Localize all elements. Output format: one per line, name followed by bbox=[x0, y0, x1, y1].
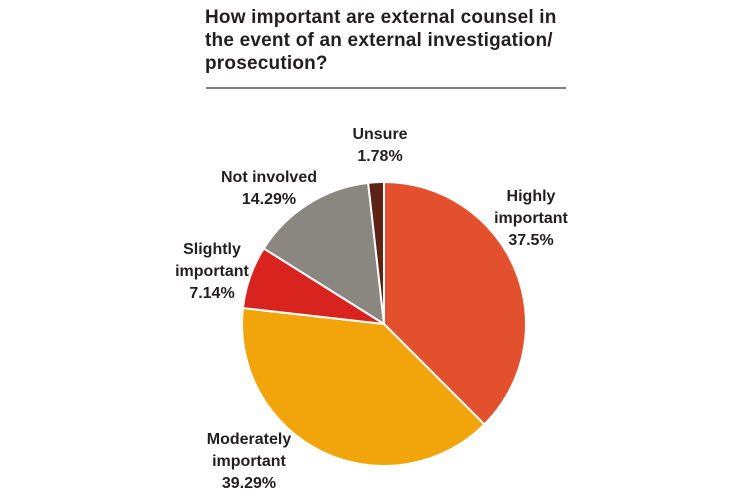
slice-label-slightly-important-name-1: Slightly bbox=[183, 241, 241, 258]
slice-label-moderately-important: Moderately important 39.29% bbox=[207, 429, 291, 495]
slice-label-slightly-important: Slightly important 7.14% bbox=[175, 239, 249, 305]
chart-title: How important are external counsel in th… bbox=[205, 6, 585, 75]
chart-title-line-1: How important are external counsel in bbox=[205, 7, 557, 28]
chart-title-line-2: the event of an external investigation/ bbox=[205, 30, 553, 51]
slice-label-moderately-important-name-2: important bbox=[212, 453, 286, 470]
slice-label-moderately-important-value: 39.29% bbox=[221, 475, 277, 492]
slice-label-moderately-important-name-1: Moderately bbox=[206, 431, 292, 448]
slice-label-not-involved-value: 14.29% bbox=[241, 191, 297, 208]
pie-slice-moderately-important bbox=[241, 307, 486, 467]
slice-label-highly-important: Highly important 37.5% bbox=[494, 186, 568, 252]
pie-slice-not-involved bbox=[262, 181, 385, 325]
slice-label-unsure-value: 1.78% bbox=[357, 148, 403, 165]
slice-label-highly-important-name-1: Highly bbox=[506, 188, 556, 205]
slice-label-unsure-name: Unsure bbox=[352, 126, 408, 143]
slice-label-unsure: Unsure 1.78% bbox=[352, 124, 407, 168]
slice-label-not-involved: Not involved 14.29% bbox=[221, 167, 317, 211]
pie-slice-highly-important bbox=[383, 181, 527, 426]
slice-label-highly-important-value: 37.5% bbox=[508, 232, 554, 249]
slice-label-slightly-important-name-2: important bbox=[175, 263, 249, 280]
slice-label-not-involved-name: Not involved bbox=[220, 169, 318, 186]
slice-label-slightly-important-value: 7.14% bbox=[189, 285, 235, 302]
title-divider bbox=[206, 87, 566, 89]
pie-chart bbox=[234, 174, 534, 474]
pie-slice-unsure bbox=[367, 181, 385, 325]
pie-chart-svg bbox=[241, 181, 527, 467]
slice-label-highly-important-name-2: important bbox=[494, 210, 568, 227]
chart-title-line-3: prosecution? bbox=[205, 53, 328, 74]
